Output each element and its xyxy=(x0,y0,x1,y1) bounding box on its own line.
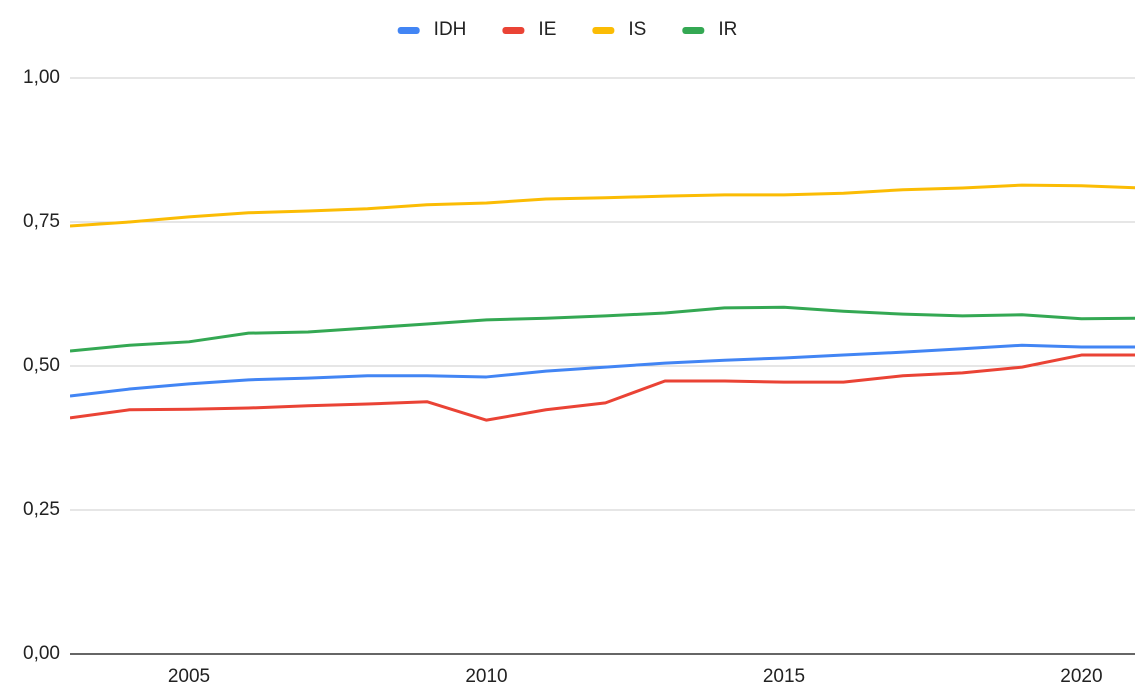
y-tick-label: 0,25 xyxy=(23,499,60,520)
series-line xyxy=(70,183,1135,228)
x-tick-label: 2005 xyxy=(168,666,210,687)
x-tick-label: 2010 xyxy=(465,666,507,687)
y-tick-label: 1,00 xyxy=(23,67,60,88)
legend-label: IR xyxy=(718,19,737,40)
series-line xyxy=(70,305,1135,353)
x-tick-label: 2015 xyxy=(763,666,805,687)
legend-swatch xyxy=(682,27,705,34)
legend-swatch xyxy=(397,27,420,34)
series-line xyxy=(70,353,1135,422)
legend-item: IS xyxy=(592,19,646,40)
y-tick-label: 0,75 xyxy=(23,211,60,232)
legend-swatch xyxy=(592,27,615,34)
legend-label: IS xyxy=(628,19,646,40)
legend-swatch xyxy=(502,27,525,34)
x-tick-label: 2020 xyxy=(1060,666,1102,687)
legend-item: IR xyxy=(682,19,737,40)
series-line xyxy=(70,343,1135,398)
y-tick-label: 0,50 xyxy=(23,355,60,376)
y-tick-label: 0,00 xyxy=(23,643,60,664)
legend-item: IDH xyxy=(397,19,467,40)
legend-label: IDH xyxy=(434,19,467,40)
legend-label: IE xyxy=(538,19,556,40)
legend: IDH IE IS IR xyxy=(397,19,737,40)
legend-item: IE xyxy=(502,19,556,40)
labels: 0,00 0,25 0,50 0,75 1,00 2005 2010 2015 2020 xyxy=(23,67,1103,687)
plot-area xyxy=(70,183,1135,422)
